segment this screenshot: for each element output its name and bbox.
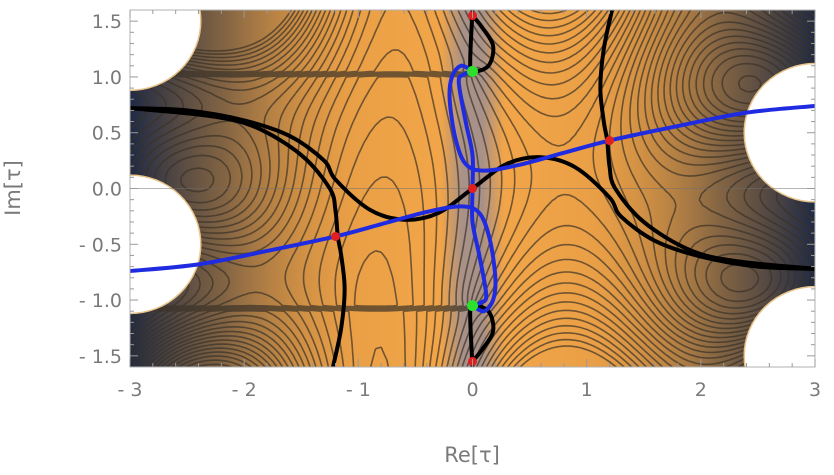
x-tick-label: - 1 — [346, 379, 371, 401]
series-0-curve-1 — [598, 10, 815, 271]
y-tick-label: - 0.5 — [79, 234, 122, 256]
point-0-0 — [468, 184, 477, 193]
series-0-curve-3 — [468, 10, 496, 74]
excluded-region-3 — [743, 285, 815, 367]
point-1-1 — [467, 300, 478, 312]
x-tick-label: 3 — [809, 379, 821, 401]
y-tick-label: 1.5 — [92, 11, 122, 33]
axis-ticks — [129, 10, 816, 367]
plot-area — [130, 10, 815, 367]
x-axis-title: Re[τ] — [444, 443, 500, 467]
y-axis-title: Im[τ] — [1, 160, 25, 216]
excluded-region-1 — [130, 174, 202, 315]
x-tick-label: 2 — [695, 379, 707, 401]
excluded-regions — [130, 10, 815, 367]
series-1-curve-0 — [130, 204, 498, 314]
y-tick-label: 0.5 — [92, 123, 122, 145]
x-tick-label: 0 — [466, 379, 478, 401]
x-tick-label: - 3 — [118, 379, 143, 401]
x-tick-label: - 2 — [232, 379, 257, 401]
y-tick-label: 0.0 — [92, 179, 122, 201]
series-1-curve-1 — [447, 63, 815, 173]
series-0-curve-4 — [468, 303, 496, 367]
excluded-region-0 — [130, 10, 202, 92]
point-0-2 — [331, 231, 340, 241]
y-tick-label: - 1.0 — [79, 290, 122, 312]
y-tick-label: - 1.5 — [79, 346, 122, 368]
excluded-region-2 — [743, 62, 815, 203]
tick-labels: - 3 - 2 - 1 0 1 2 3 1.5 1.0 0.5 0.0 - 0.5 - 1.0 - 1.5 — [79, 11, 821, 401]
series-0-curve-2 — [130, 106, 347, 367]
point-1-0 — [467, 65, 478, 77]
point-0-1 — [605, 136, 614, 146]
curve-layer — [130, 10, 815, 367]
x-tick-label: 1 — [581, 379, 593, 401]
y-tick-label: 1.0 — [92, 67, 122, 89]
